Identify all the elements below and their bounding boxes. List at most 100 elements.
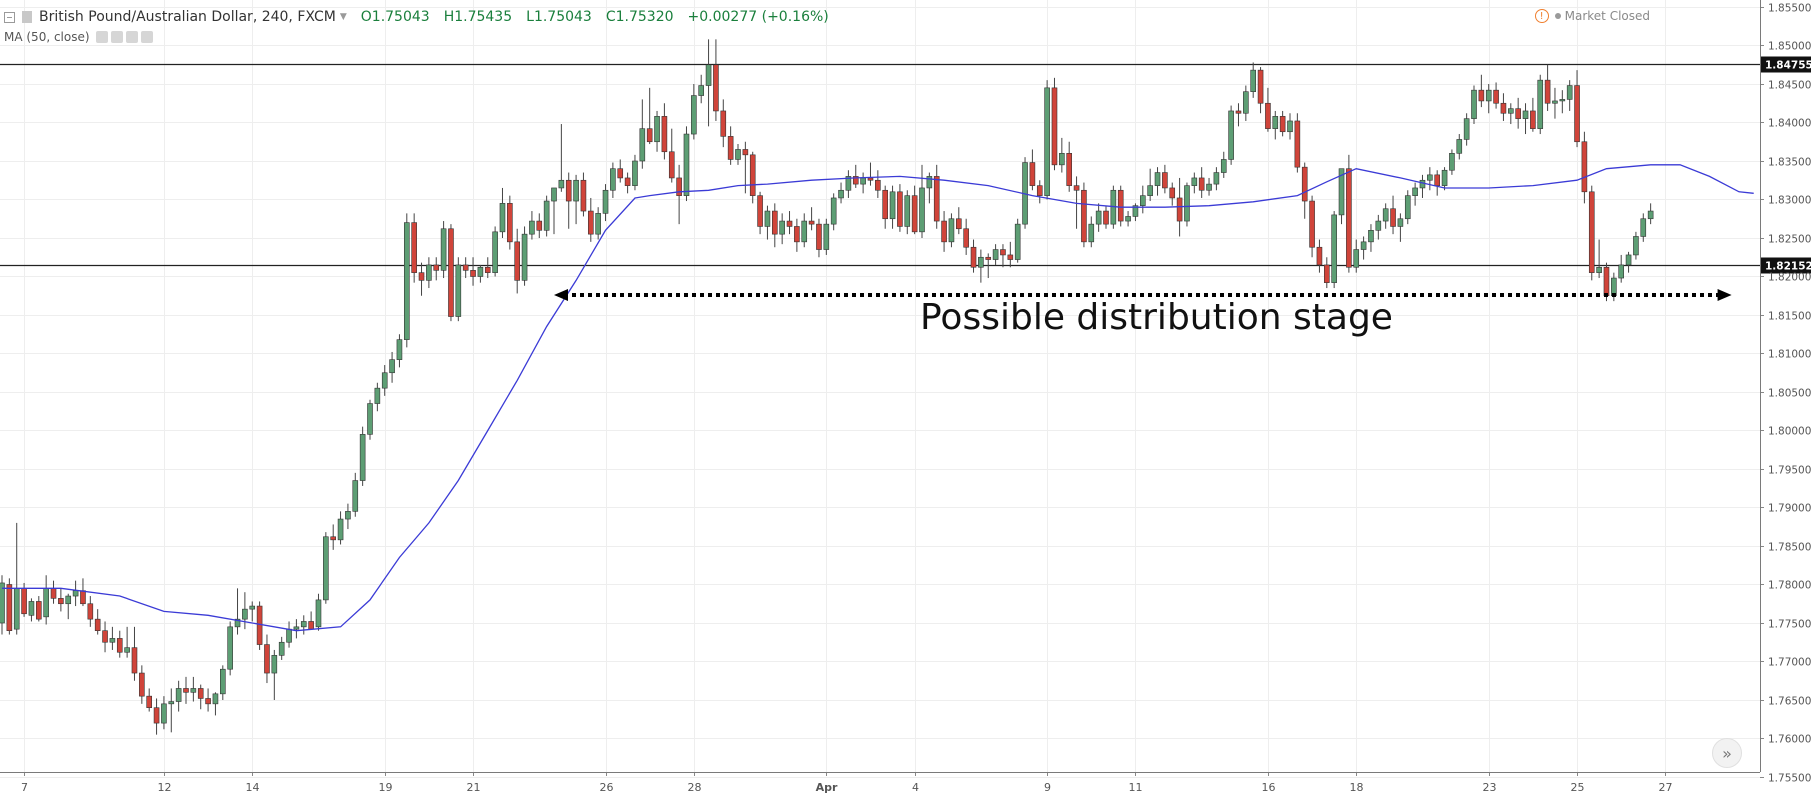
gear-icon[interactable] bbox=[110, 31, 123, 43]
candle-body bbox=[499, 203, 506, 233]
warning-icon[interactable]: ! bbox=[1534, 9, 1549, 23]
candle bbox=[1213, 167, 1220, 191]
candle-body bbox=[1500, 102, 1507, 114]
candle bbox=[433, 257, 440, 281]
candle bbox=[1095, 203, 1102, 232]
candle bbox=[1154, 167, 1161, 196]
candle bbox=[1412, 182, 1418, 206]
candle-body bbox=[654, 116, 660, 143]
candle bbox=[345, 503, 351, 530]
candle-body bbox=[168, 701, 175, 705]
candle-body bbox=[1522, 110, 1529, 119]
plus-icon[interactable] bbox=[125, 31, 138, 43]
candle-body bbox=[345, 511, 351, 520]
eye-icon[interactable] bbox=[95, 31, 108, 43]
candle bbox=[1228, 105, 1234, 165]
y-tick-label: 1.76000 bbox=[1768, 734, 1811, 746]
candle bbox=[1625, 251, 1632, 273]
candle bbox=[1169, 182, 1176, 206]
candle bbox=[470, 257, 476, 286]
candle bbox=[926, 172, 933, 204]
candle bbox=[698, 74, 705, 104]
candle-body bbox=[462, 264, 469, 271]
candle-body bbox=[1508, 108, 1514, 114]
candle bbox=[889, 185, 896, 229]
moving-average bbox=[2, 164, 1754, 632]
candle-body bbox=[1081, 189, 1087, 243]
candle bbox=[1000, 244, 1006, 268]
candle bbox=[587, 197, 594, 242]
collapse-icon[interactable] bbox=[4, 11, 15, 23]
candle bbox=[1574, 70, 1580, 148]
candle-body bbox=[183, 688, 189, 693]
x-tick-label: 14 bbox=[246, 781, 260, 794]
arrow-head-left bbox=[554, 289, 568, 301]
candle-body bbox=[749, 154, 756, 196]
scroll-to-realtime-button[interactable]: » bbox=[1712, 738, 1742, 768]
candle bbox=[1397, 213, 1404, 242]
candle bbox=[389, 351, 395, 383]
candle bbox=[867, 162, 874, 186]
candle-body bbox=[367, 403, 373, 435]
candle-body bbox=[668, 151, 675, 179]
candle bbox=[632, 154, 638, 191]
chevron-down-icon[interactable]: ▼ bbox=[339, 12, 347, 22]
candle bbox=[602, 184, 609, 222]
candle bbox=[1132, 203, 1139, 222]
candle-body bbox=[1235, 110, 1242, 114]
candle bbox=[271, 649, 278, 700]
candle-body bbox=[492, 231, 498, 273]
candle-body bbox=[1095, 210, 1102, 225]
close-icon[interactable] bbox=[140, 31, 153, 43]
candle bbox=[1125, 211, 1131, 227]
candle bbox=[565, 172, 572, 229]
candle bbox=[1279, 110, 1286, 137]
candle bbox=[0, 575, 5, 635]
indicator-legend: MA (50, close) bbox=[4, 30, 156, 44]
candle bbox=[521, 226, 528, 286]
candle bbox=[1508, 103, 1514, 125]
candle-body bbox=[1471, 89, 1477, 119]
symbol-title[interactable]: British Pound/Australian Dollar, 240, FX… bbox=[39, 9, 336, 25]
candle-body bbox=[300, 621, 307, 628]
candle-body bbox=[1176, 197, 1183, 222]
candle-body bbox=[448, 228, 454, 317]
y-tick-label: 1.83000 bbox=[1768, 195, 1811, 207]
candle-body bbox=[823, 223, 830, 250]
candle-body bbox=[1397, 218, 1404, 227]
candle-body bbox=[440, 228, 447, 271]
candle-body bbox=[1147, 185, 1153, 196]
candle-body bbox=[242, 608, 248, 620]
candle bbox=[1581, 131, 1588, 204]
candle bbox=[529, 211, 535, 240]
candle-body bbox=[1456, 139, 1463, 154]
candle-body bbox=[109, 638, 116, 643]
symbol-icon bbox=[22, 11, 32, 23]
indicator-title[interactable]: MA (50, close) bbox=[4, 30, 90, 44]
candle bbox=[1117, 185, 1124, 227]
candle-body bbox=[1625, 254, 1632, 266]
candle-body bbox=[455, 264, 462, 317]
candle bbox=[1449, 149, 1455, 175]
candle-body bbox=[1537, 79, 1544, 129]
candle-body bbox=[264, 644, 270, 674]
candle-body bbox=[381, 372, 388, 389]
candle-body bbox=[720, 110, 727, 137]
candle bbox=[58, 588, 64, 612]
candle-body bbox=[794, 226, 800, 243]
y-tick-label: 1.79000 bbox=[1768, 503, 1811, 515]
candle-body bbox=[830, 197, 837, 225]
candle bbox=[418, 262, 425, 296]
candle-body bbox=[735, 149, 741, 160]
candle-body bbox=[28, 601, 35, 616]
candle bbox=[897, 184, 903, 232]
candle-body bbox=[1449, 153, 1455, 171]
candle-body bbox=[1125, 216, 1131, 222]
candle-body bbox=[1559, 99, 1566, 102]
candle bbox=[102, 621, 108, 653]
candle bbox=[1257, 67, 1264, 114]
candle bbox=[256, 601, 263, 650]
candle bbox=[1427, 167, 1433, 191]
